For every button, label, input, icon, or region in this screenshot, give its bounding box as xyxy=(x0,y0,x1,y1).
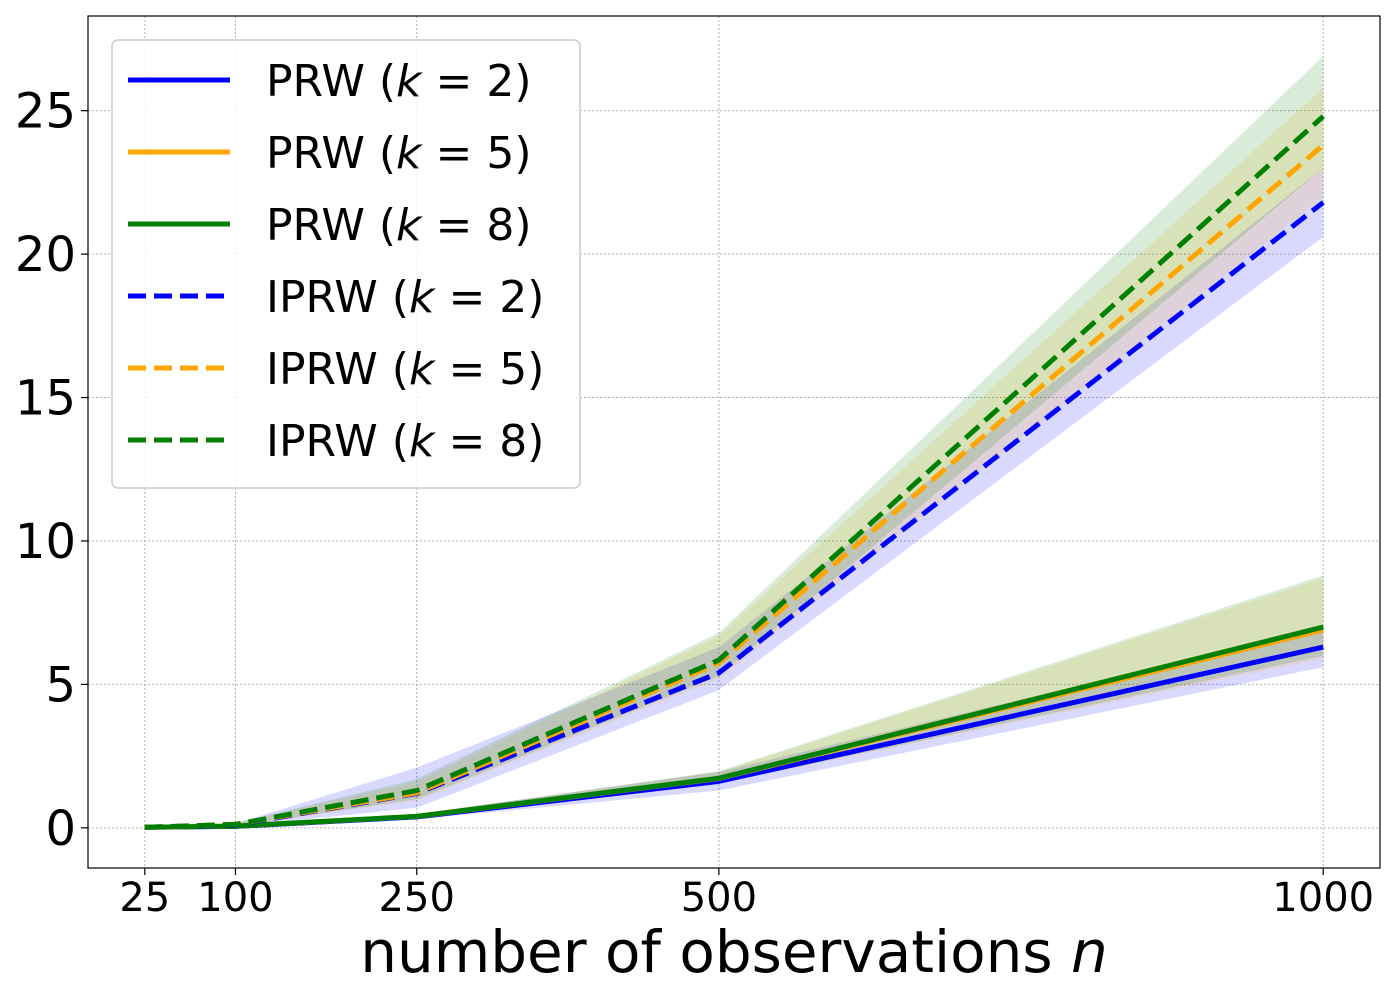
legend-label: PRW (k = 8) xyxy=(266,200,531,251)
x-tick-label: 250 xyxy=(379,875,455,921)
y-tick-label: 5 xyxy=(45,657,76,713)
x-tick-label: 100 xyxy=(197,875,273,921)
y-axis-ticks: 0 5 10 15 20 25 xyxy=(15,84,88,857)
legend: PRW (k = 2) PRW (k = 5) PRW (k = 8) IPRW (k… xyxy=(111,39,581,489)
legend-label: IPRW (k = 2) xyxy=(266,272,544,323)
y-tick-label: 15 xyxy=(15,371,76,427)
legend-label: PRW (k = 2) xyxy=(266,56,531,107)
x-tick-label: 1000 xyxy=(1272,875,1374,921)
x-axis-label: number of observations n xyxy=(360,918,1108,986)
y-tick-label: 25 xyxy=(15,84,76,140)
y-tick-label: 10 xyxy=(15,514,76,570)
legend-label: IPRW (k = 8) xyxy=(266,416,544,467)
legend-label: PRW (k = 5) xyxy=(266,128,531,179)
y-tick-label: 0 xyxy=(45,801,76,857)
x-tick-label: 25 xyxy=(119,875,170,921)
y-tick-label: 20 xyxy=(15,227,76,283)
series-lines xyxy=(144,114,1325,830)
x-axis-ticks: 25 100 250 500 1000 xyxy=(119,868,1374,921)
x-tick-label: 500 xyxy=(681,875,757,921)
plot-frame xyxy=(87,15,1381,869)
line-iprw-k8 xyxy=(144,114,1325,830)
legend-label: IPRW (k = 5) xyxy=(266,344,544,395)
